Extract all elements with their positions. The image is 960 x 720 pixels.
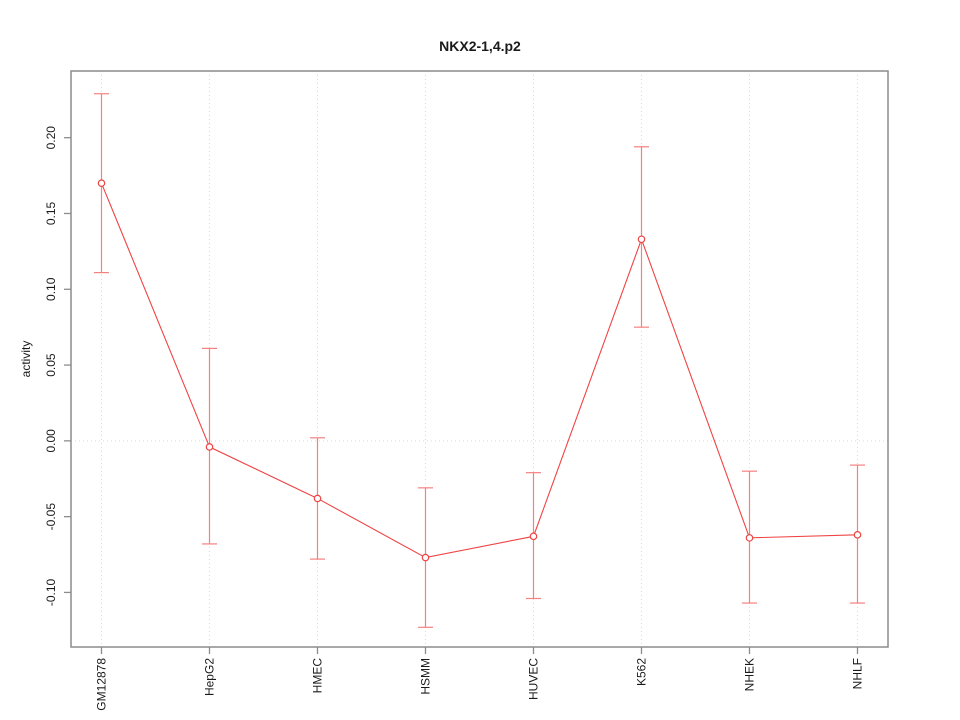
y-tick-label: 0.20 [44, 126, 58, 150]
y-tick-label: 0.00 [44, 429, 58, 453]
data-point [313, 494, 322, 503]
y-tick-label: -0.10 [44, 578, 58, 606]
data-point [853, 531, 862, 539]
data-point [529, 532, 538, 541]
x-tick-label: HepG2 [203, 658, 217, 696]
x-tick-label: HMEC [311, 658, 325, 694]
y-tick-label: 0.10 [44, 277, 58, 301]
data-point [421, 553, 430, 562]
data-point [637, 235, 646, 244]
data-line [100, 182, 858, 559]
chart-title: NKX2-1,4.p2 [439, 38, 521, 54]
x-tick-label: HUVEC [527, 658, 541, 700]
plot-area: -0.10 -0.05 0.00 0.05 0.10 0.15 0.20 GM12878 Hep… [44, 70, 889, 711]
y-tick-label: -0.05 [44, 503, 58, 531]
data-point [745, 534, 754, 542]
y-tick-label: 0.05 [44, 353, 58, 377]
data-point [97, 179, 106, 187]
plot-box [70, 70, 889, 648]
x-tick-label: GM12878 [95, 658, 109, 711]
y-axis-label: activity [19, 341, 33, 378]
x-tick-label: K562 [635, 658, 649, 686]
x-tick-label: NHLF [851, 658, 865, 689]
x-tick-label: NHEK [743, 658, 757, 691]
data-point [205, 443, 214, 451]
y-tick-label: 0.15 [44, 201, 58, 225]
x-tick-label: HSMM [419, 658, 433, 695]
